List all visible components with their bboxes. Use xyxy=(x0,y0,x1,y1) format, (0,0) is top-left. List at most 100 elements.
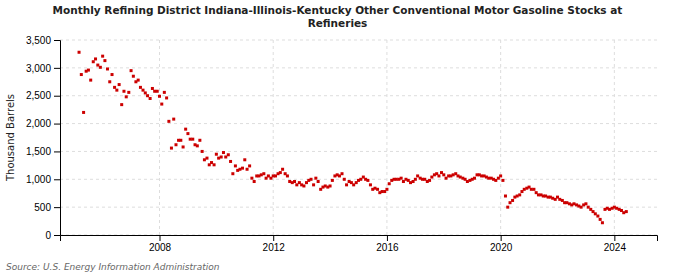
x-grid-line xyxy=(159,40,160,235)
point xyxy=(499,174,502,177)
y-grid-line xyxy=(60,151,657,152)
point xyxy=(125,95,128,98)
point xyxy=(352,183,355,186)
point xyxy=(518,193,521,196)
point xyxy=(89,79,92,82)
point xyxy=(466,180,469,183)
x-tick-label: 2016 xyxy=(376,242,399,253)
point xyxy=(338,174,341,177)
y-tick: 1,000 xyxy=(26,174,60,185)
point xyxy=(572,202,575,205)
point xyxy=(343,178,346,181)
y-tick: 3,500 xyxy=(26,35,60,46)
x-tick: 2024 xyxy=(604,235,627,253)
points xyxy=(78,51,628,224)
point xyxy=(596,215,599,218)
point xyxy=(203,158,206,161)
point xyxy=(132,75,135,78)
x-axis-line xyxy=(61,236,658,242)
point xyxy=(262,172,265,175)
point xyxy=(381,190,384,193)
point xyxy=(229,160,232,163)
point xyxy=(293,180,296,183)
point xyxy=(186,132,189,135)
point xyxy=(120,103,123,106)
title: Monthly Refining District Indiana-Illino… xyxy=(53,4,623,29)
point xyxy=(312,183,315,186)
point xyxy=(179,139,182,142)
point xyxy=(241,167,244,170)
point xyxy=(599,218,602,221)
point xyxy=(331,179,334,182)
point xyxy=(376,188,379,191)
y-tick-label: 3,000 xyxy=(26,63,51,74)
point xyxy=(530,188,533,191)
point xyxy=(267,174,270,177)
point xyxy=(324,184,327,187)
point xyxy=(158,95,161,98)
point xyxy=(113,86,116,89)
point xyxy=(385,188,388,191)
y-tick-label: 500 xyxy=(34,202,51,213)
point xyxy=(625,210,628,213)
point xyxy=(523,188,526,191)
point xyxy=(302,184,305,187)
point xyxy=(428,179,431,182)
y-tick-mark xyxy=(54,40,60,41)
point xyxy=(281,168,284,171)
point xyxy=(532,188,535,191)
point xyxy=(130,69,133,72)
point xyxy=(416,174,419,177)
y-tick-label: 0 xyxy=(45,230,51,241)
point xyxy=(317,180,320,183)
point xyxy=(601,221,604,224)
point xyxy=(409,181,412,184)
y-axis-title: Thousand Barrels xyxy=(5,94,16,182)
point xyxy=(504,195,507,198)
point xyxy=(473,177,476,180)
point xyxy=(149,97,152,100)
point xyxy=(509,201,512,204)
point xyxy=(111,73,114,76)
x-tick-label: 2024 xyxy=(604,242,627,253)
y-grid-line xyxy=(60,67,657,68)
point xyxy=(156,90,159,93)
point xyxy=(78,51,81,54)
y-grid-line xyxy=(60,207,657,208)
point xyxy=(279,171,282,174)
y-axis-line xyxy=(54,41,61,236)
x-tick-mark xyxy=(501,235,502,241)
point xyxy=(423,178,426,181)
point xyxy=(170,147,173,150)
point xyxy=(274,174,277,177)
y-tick-label: 2,500 xyxy=(26,90,51,101)
point xyxy=(459,176,462,179)
point xyxy=(506,206,509,209)
point xyxy=(622,211,625,214)
point xyxy=(184,128,187,131)
point xyxy=(139,86,142,89)
x-grid-line xyxy=(614,40,615,235)
x-tick-mark xyxy=(614,235,615,241)
x-axis: 20082012201620202024 xyxy=(61,235,658,253)
point xyxy=(238,168,241,171)
point xyxy=(174,143,177,146)
point xyxy=(314,177,317,180)
point xyxy=(92,60,95,63)
point xyxy=(329,184,332,187)
point xyxy=(341,172,344,175)
point xyxy=(480,174,483,177)
point xyxy=(584,202,587,205)
y-tick: 500 xyxy=(34,202,60,213)
point xyxy=(248,164,251,167)
point xyxy=(146,94,149,97)
point xyxy=(87,69,90,72)
point xyxy=(288,180,291,183)
y-tick: 1,500 xyxy=(26,146,60,157)
plot: 2008201220162020202405001,0001,5002,0002… xyxy=(26,35,658,253)
point xyxy=(359,178,362,181)
point xyxy=(402,180,405,183)
y-tick: 0 xyxy=(45,230,60,241)
x-tick: 2012 xyxy=(263,235,286,253)
point xyxy=(144,91,147,94)
